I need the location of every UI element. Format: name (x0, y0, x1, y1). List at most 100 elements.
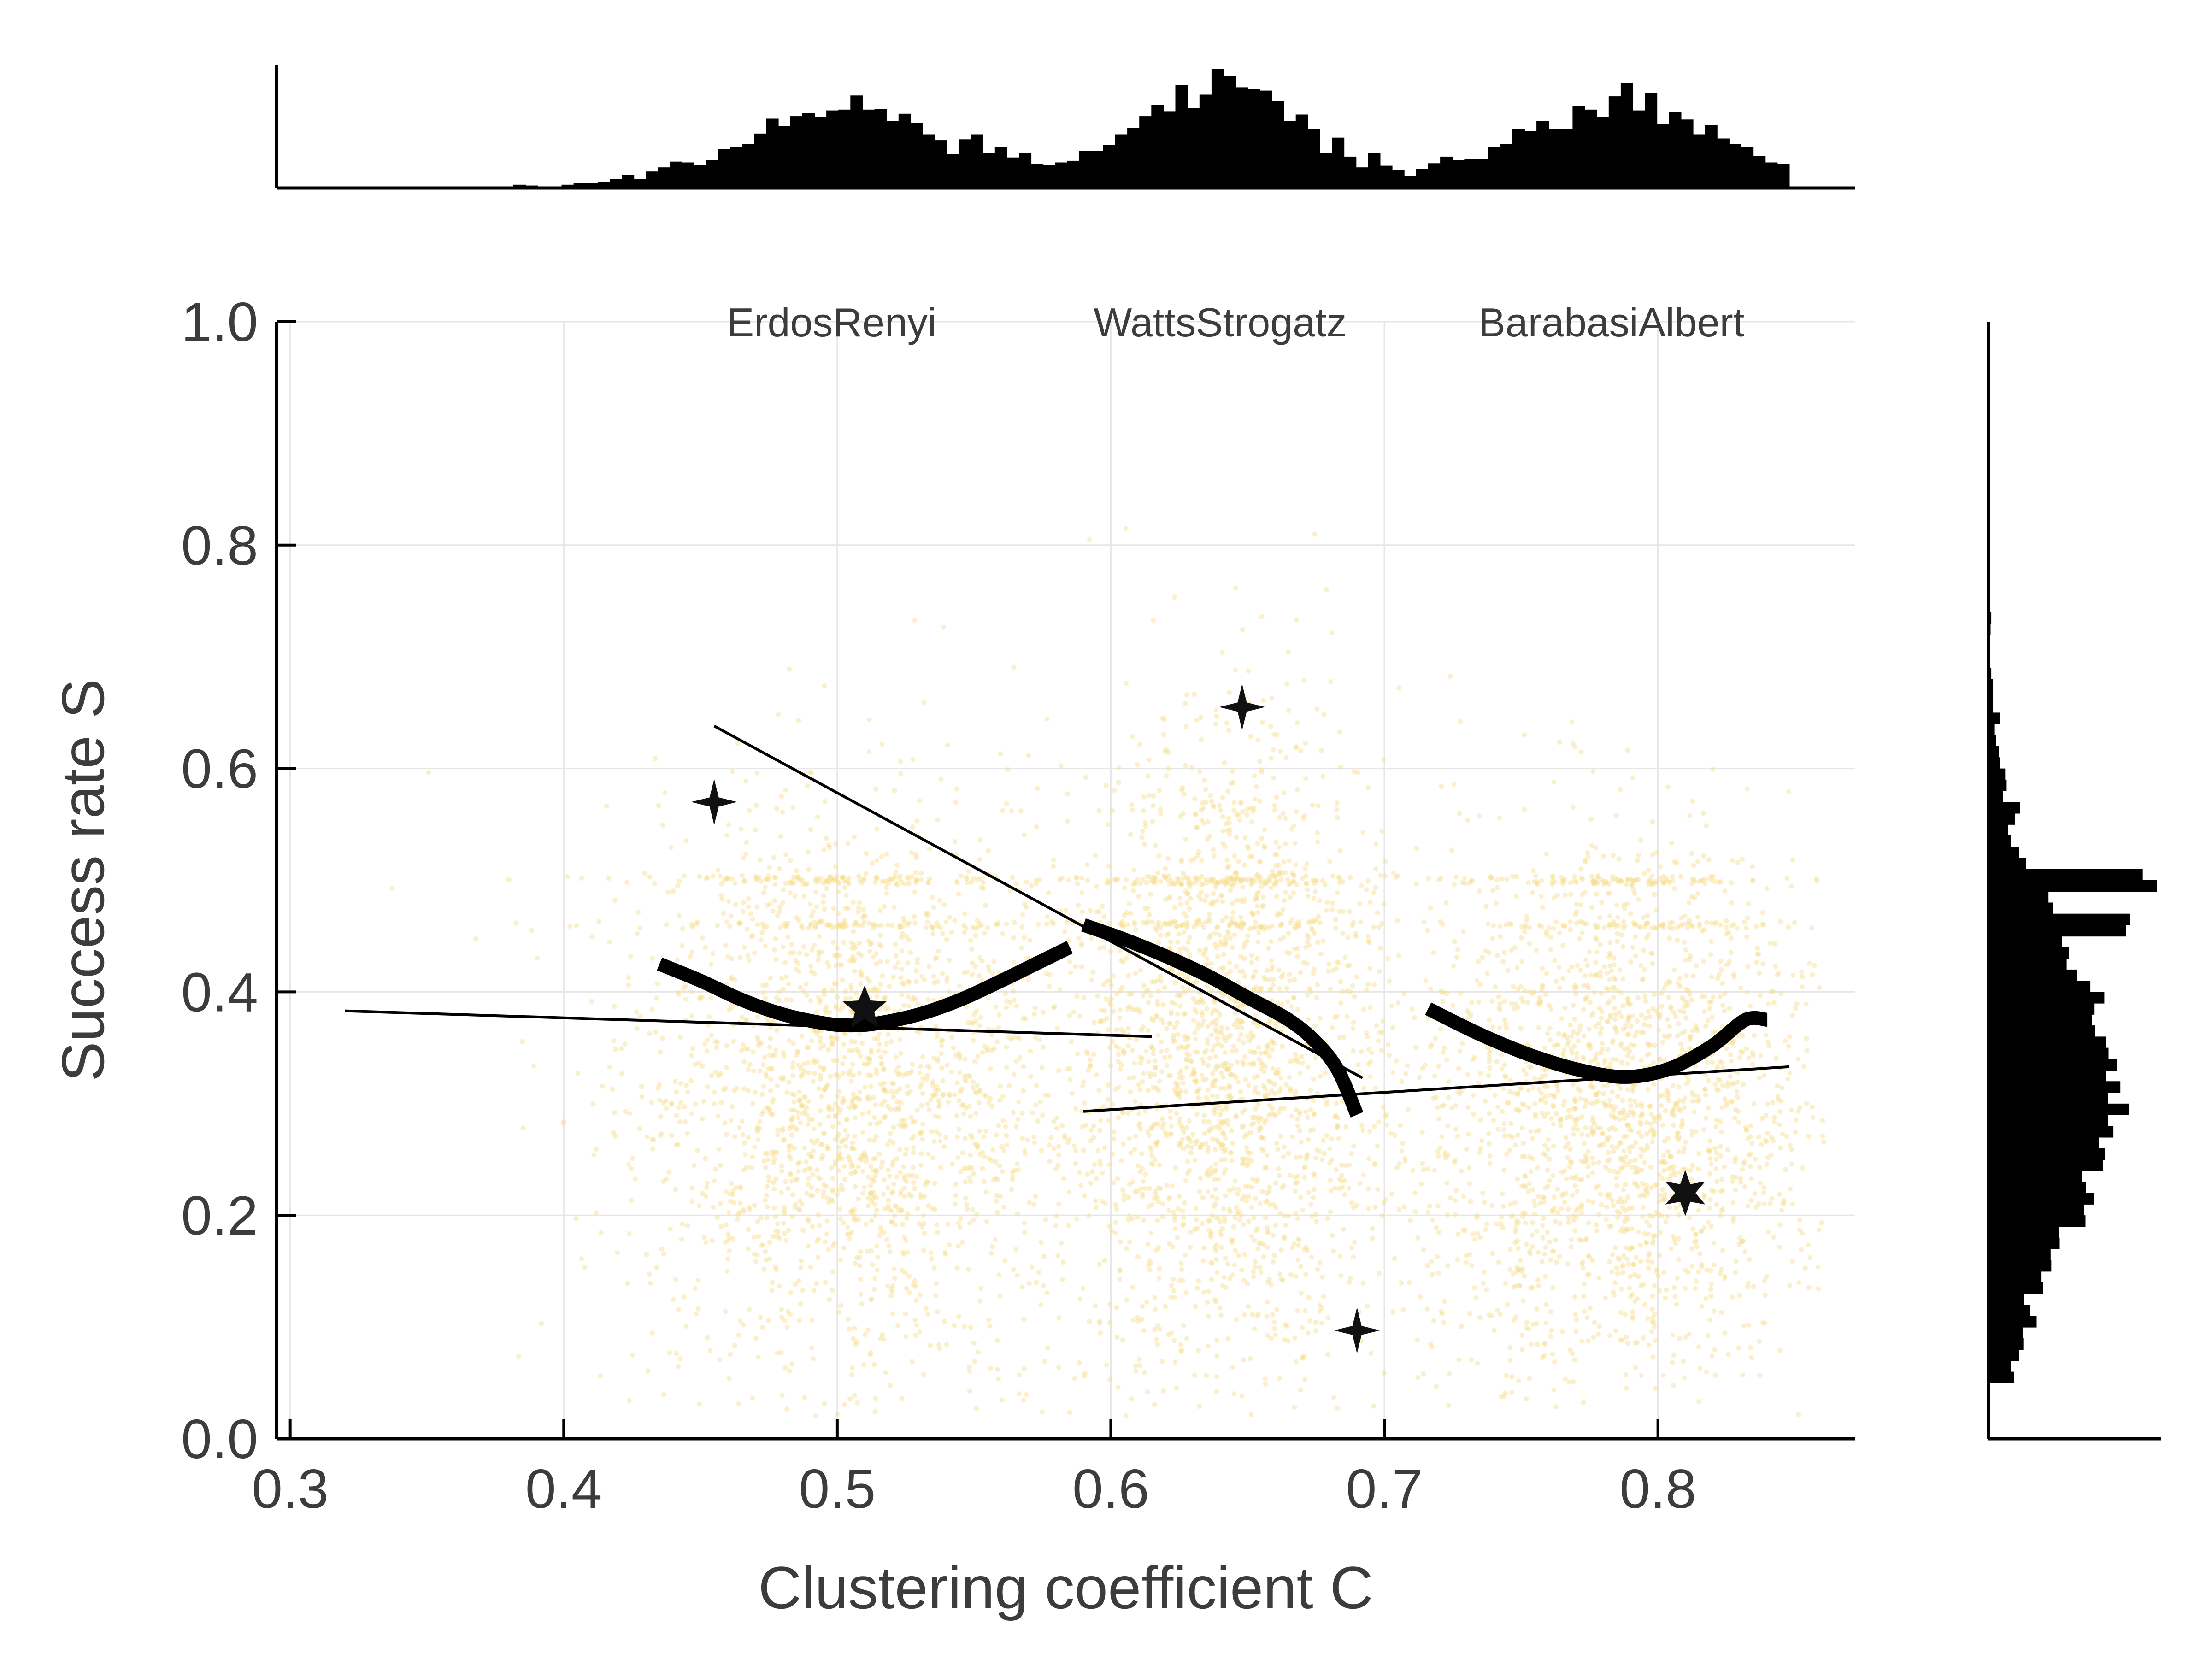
scatter-point (746, 896, 751, 901)
scatter-point (1261, 975, 1267, 980)
scatter-point (895, 960, 901, 966)
scatter-point (1226, 923, 1232, 928)
scatter-point (1205, 1189, 1211, 1194)
scatter-point (885, 1104, 890, 1109)
scatter-point (1234, 1048, 1239, 1053)
scatter-point (752, 950, 757, 956)
scatter-point (871, 1362, 877, 1367)
scatter-point (1339, 1162, 1345, 1168)
scatter-point (977, 1152, 983, 1157)
scatter-point (1033, 1035, 1038, 1041)
scatter-point (739, 1014, 745, 1020)
scatter-point (596, 919, 602, 924)
scatter-point (1333, 925, 1338, 931)
scatter-point (741, 944, 747, 950)
scatter-point (744, 1017, 750, 1022)
scatter-point (1037, 1037, 1042, 1042)
scatter-point (730, 1236, 736, 1241)
scatter-point (1322, 1151, 1327, 1156)
scatter-point (1101, 945, 1106, 950)
scatter-point (1132, 1007, 1138, 1012)
scatter-point (1094, 1176, 1099, 1181)
scatter-point (1293, 1180, 1298, 1186)
scatter-point (1247, 926, 1253, 931)
scatter-point (1253, 1196, 1259, 1201)
scatter-point (1241, 1123, 1247, 1129)
scatter-point (628, 953, 633, 959)
scatter-point (1239, 877, 1244, 882)
scatter-point (779, 1306, 784, 1312)
scatter-point (866, 938, 871, 944)
scatter-point (827, 1297, 832, 1302)
scatter-point (1136, 894, 1141, 899)
scatter-point (1152, 1071, 1157, 1077)
scatter-point (1193, 876, 1198, 881)
scatter-point (767, 1256, 772, 1262)
scatter-point (1306, 1137, 1311, 1142)
scatter-point (1265, 1045, 1270, 1051)
scatter-point (1311, 896, 1317, 901)
scatter-point (1268, 987, 1273, 992)
scatter-point (955, 1155, 961, 1160)
scatter-point (1275, 1000, 1281, 1006)
scatter-point (1279, 1277, 1284, 1282)
scatter-point (786, 1038, 792, 1043)
scatter-point (907, 1290, 912, 1295)
scatter-point (1206, 935, 1212, 941)
scatter-point (1138, 967, 1143, 973)
scatter-point (1414, 846, 1419, 851)
scatter-point (949, 930, 954, 935)
scatter-point (1026, 1281, 1032, 1286)
scatter-point (659, 1246, 665, 1252)
scatter-point (1210, 878, 1215, 884)
scatter-point (1100, 1104, 1106, 1109)
scatter-point (935, 817, 941, 823)
scatter-point (760, 921, 765, 927)
scatter-point (1225, 1035, 1230, 1040)
scatter-point (1137, 1169, 1143, 1175)
scatter-point (1274, 732, 1280, 738)
scatter-point (1119, 922, 1124, 927)
scatter-point (516, 1354, 521, 1359)
scatter-point (840, 1061, 846, 1066)
scatter-point (772, 898, 777, 903)
scatter-point (1578, 967, 1583, 973)
scatter-point (1169, 1330, 1174, 1336)
scatter-point (827, 1074, 833, 1079)
scatter-point (780, 944, 786, 950)
scatter-point (1147, 1071, 1153, 1076)
scatter-point (778, 1350, 784, 1355)
scatter-point (864, 1155, 869, 1160)
scatter-point (797, 1097, 803, 1102)
scatter-point (1265, 1198, 1270, 1204)
scatter-point (1246, 1184, 1251, 1189)
scatter-point (1259, 1146, 1265, 1152)
scatter-point (847, 1396, 853, 1401)
scatter-point (1232, 920, 1238, 926)
scatter-point (1182, 701, 1188, 706)
scatter-point (1111, 1180, 1116, 1186)
scatter-point (1292, 946, 1297, 952)
scatter-point (612, 1004, 617, 1009)
scatter-point (693, 1101, 698, 1107)
scatter-point (805, 1112, 810, 1118)
scatter-point (1394, 1165, 1400, 1171)
scatter-point (892, 788, 897, 794)
scatter-point (1212, 1177, 1218, 1182)
scatter-point (873, 951, 879, 956)
scatter-point (1125, 1043, 1131, 1049)
scatter-point (835, 1105, 841, 1110)
scatter-point (766, 1105, 771, 1111)
scatter-point (1141, 1218, 1147, 1223)
scatter-point (830, 1176, 836, 1181)
scatter-point (1022, 1151, 1028, 1157)
scatter-point (1627, 1097, 1633, 1103)
scatter-point (1804, 1101, 1809, 1106)
scatter-point (887, 1173, 892, 1179)
scatter-point (968, 1324, 973, 1330)
scatter-point (1206, 919, 1212, 924)
scatter-point (1107, 1377, 1112, 1382)
scatter-point (746, 1088, 751, 1094)
scatter-point (689, 989, 694, 994)
scatter-point (1227, 831, 1232, 837)
